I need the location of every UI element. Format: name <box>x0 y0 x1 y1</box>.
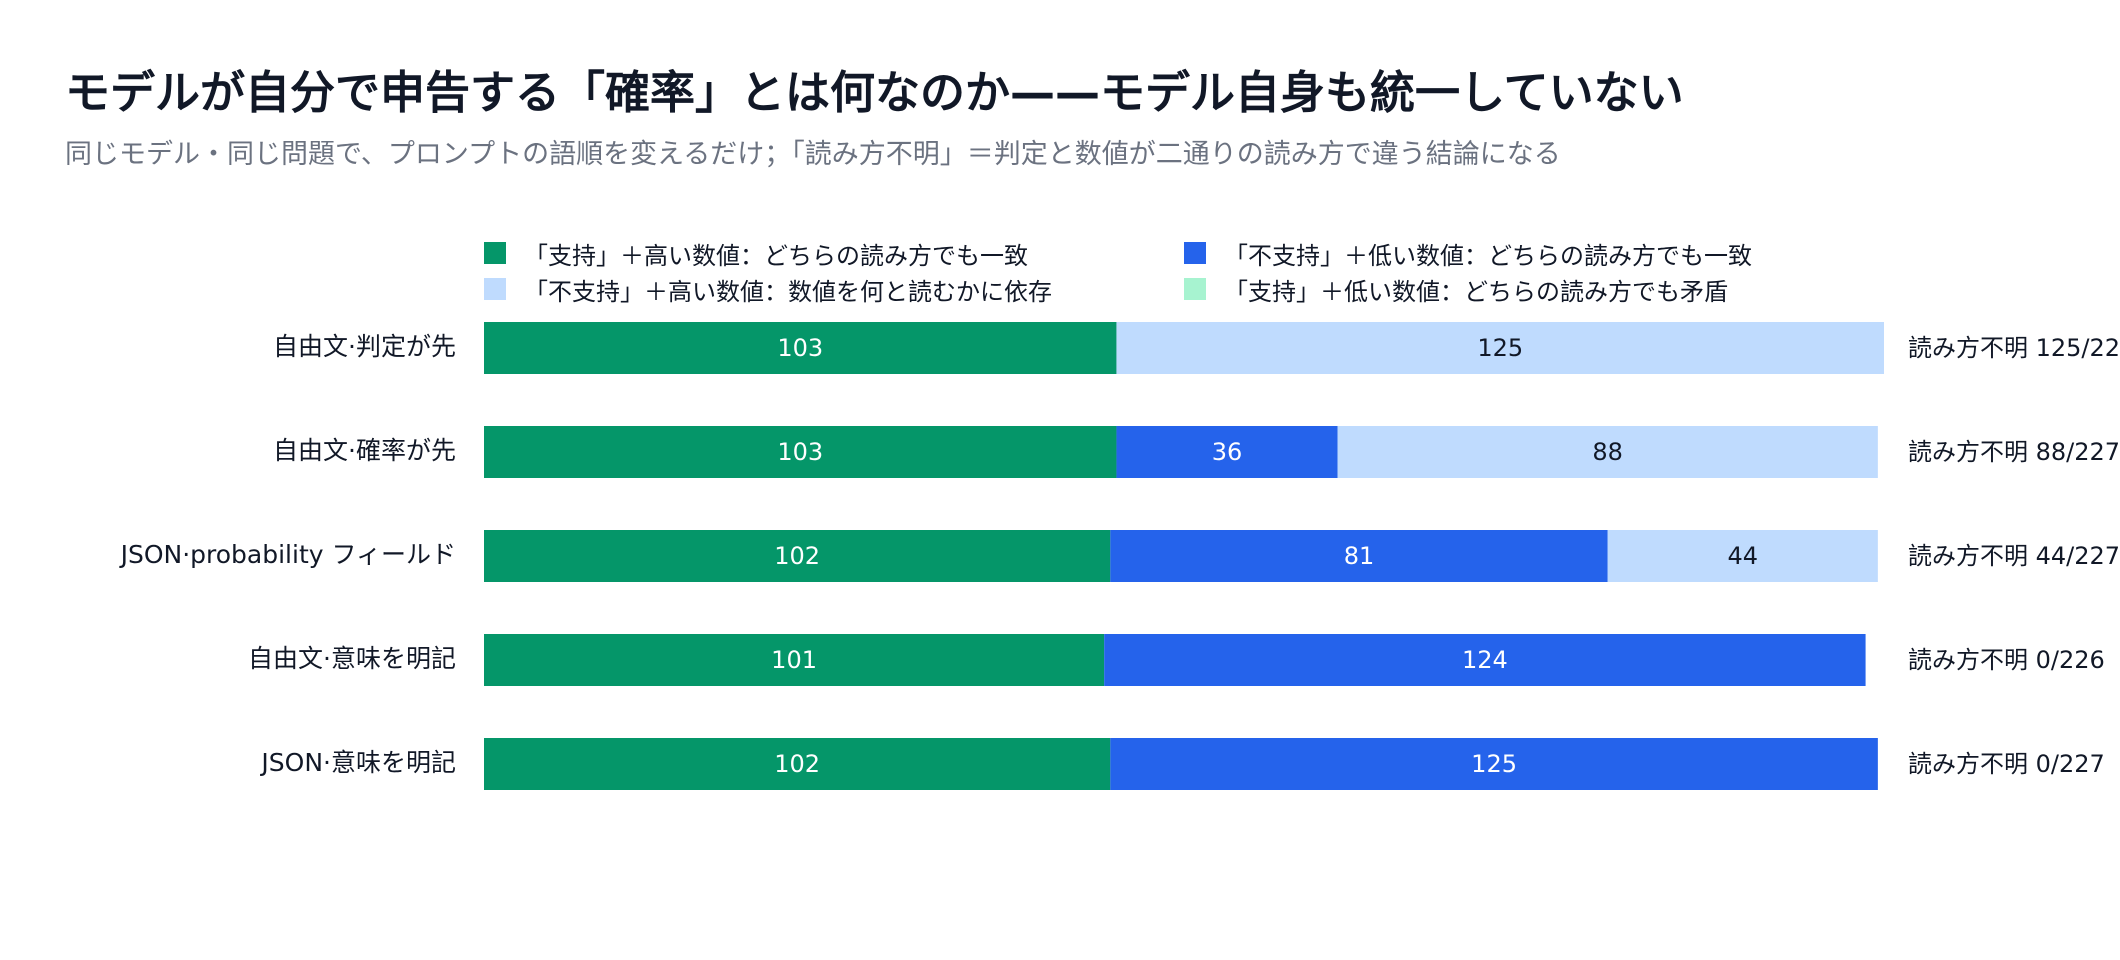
chart-title: モデルが自分で申告する「確率」とは何なのか——モデル自身も統一していない <box>65 66 1684 119</box>
bar-segment <box>1110 530 1608 582</box>
bar-value-label: 101 <box>771 646 817 674</box>
row-label: JSON·probability フィールド <box>119 540 456 569</box>
bar-segment <box>1116 426 1338 478</box>
legend-swatch-mint <box>1184 278 1206 300</box>
row-label: JSON·意味を明記 <box>259 748 456 777</box>
bar-segment <box>484 322 1117 374</box>
bar-segment <box>484 738 1111 790</box>
legend-swatch-green <box>484 242 506 264</box>
bar-value-label: 125 <box>1471 750 1517 778</box>
bar-value-label: 81 <box>1344 542 1375 570</box>
row-annotation: 読み方不明 0/227 <box>1908 750 2105 778</box>
legend-item-green: 「支持」＋高い数値：どちらの読み方でも一致 <box>484 236 1028 270</box>
row-label: 自由文·確率が先 <box>273 436 456 465</box>
bar-value-label: 125 <box>1477 334 1523 362</box>
bar-value-label: 102 <box>774 542 820 570</box>
legend-swatch-blue <box>1184 242 1206 264</box>
bar-value-label: 103 <box>777 334 823 362</box>
legend-label-mint: 「支持」＋低い数値：どちらの読み方でも矛盾 <box>1224 277 1728 306</box>
bar-value-label: 102 <box>774 750 820 778</box>
bar-segment <box>1116 322 1884 374</box>
bar-segment <box>1337 426 1878 478</box>
bar-value-label: 44 <box>1727 542 1758 570</box>
legend-item-lightblue: 「不支持」＋高い数値：数値を何と読むかに依存 <box>484 272 1052 306</box>
legend-item-blue: 「不支持」＋低い数値：どちらの読み方でも一致 <box>1184 236 1752 270</box>
legend-swatch-lightblue <box>484 278 506 300</box>
bar-value-label: 103 <box>777 438 823 466</box>
legend: 「支持」＋高い数値：どちらの読み方でも一致 「不支持」＋低い数値：どちらの読み方… <box>484 236 1834 306</box>
bar-segment <box>1110 738 1878 790</box>
legend-label-green: 「支持」＋高い数値：どちらの読み方でも一致 <box>524 241 1028 270</box>
bar-segment <box>484 426 1117 478</box>
legend-label-blue: 「不支持」＋低い数値：どちらの読み方でも一致 <box>1224 241 1752 270</box>
row-label: 自由文·判定が先 <box>273 332 456 361</box>
legend-item-mint: 「支持」＋低い数値：どちらの読み方でも矛盾 <box>1184 272 1728 306</box>
bar-value-label: 88 <box>1592 438 1623 466</box>
row-annotation: 読み方不明 125/228 <box>1908 334 2120 362</box>
row-label: 自由文·意味を明記 <box>248 644 456 673</box>
row-annotation: 読み方不明 88/227 <box>1908 438 2120 466</box>
bar-segment <box>484 634 1105 686</box>
bar-segment <box>1607 530 1878 582</box>
row-annotation: 読み方不明 0/226 <box>1908 646 2105 674</box>
bar-value-label: 36 <box>1212 438 1243 466</box>
chart-subtitle: 同じモデル・同じ問題で、プロンプトの語順を変えるだけ；「読み方不明」＝判定と数値… <box>65 139 1561 170</box>
legend-label-lightblue: 「不支持」＋高い数値：数値を何と読むかに依存 <box>524 277 1052 306</box>
bar-segment <box>484 530 1111 582</box>
row-annotation: 読み方不明 44/227 <box>1908 542 2120 570</box>
bar-value-label: 124 <box>1462 646 1508 674</box>
bar-segment <box>1104 634 1866 686</box>
